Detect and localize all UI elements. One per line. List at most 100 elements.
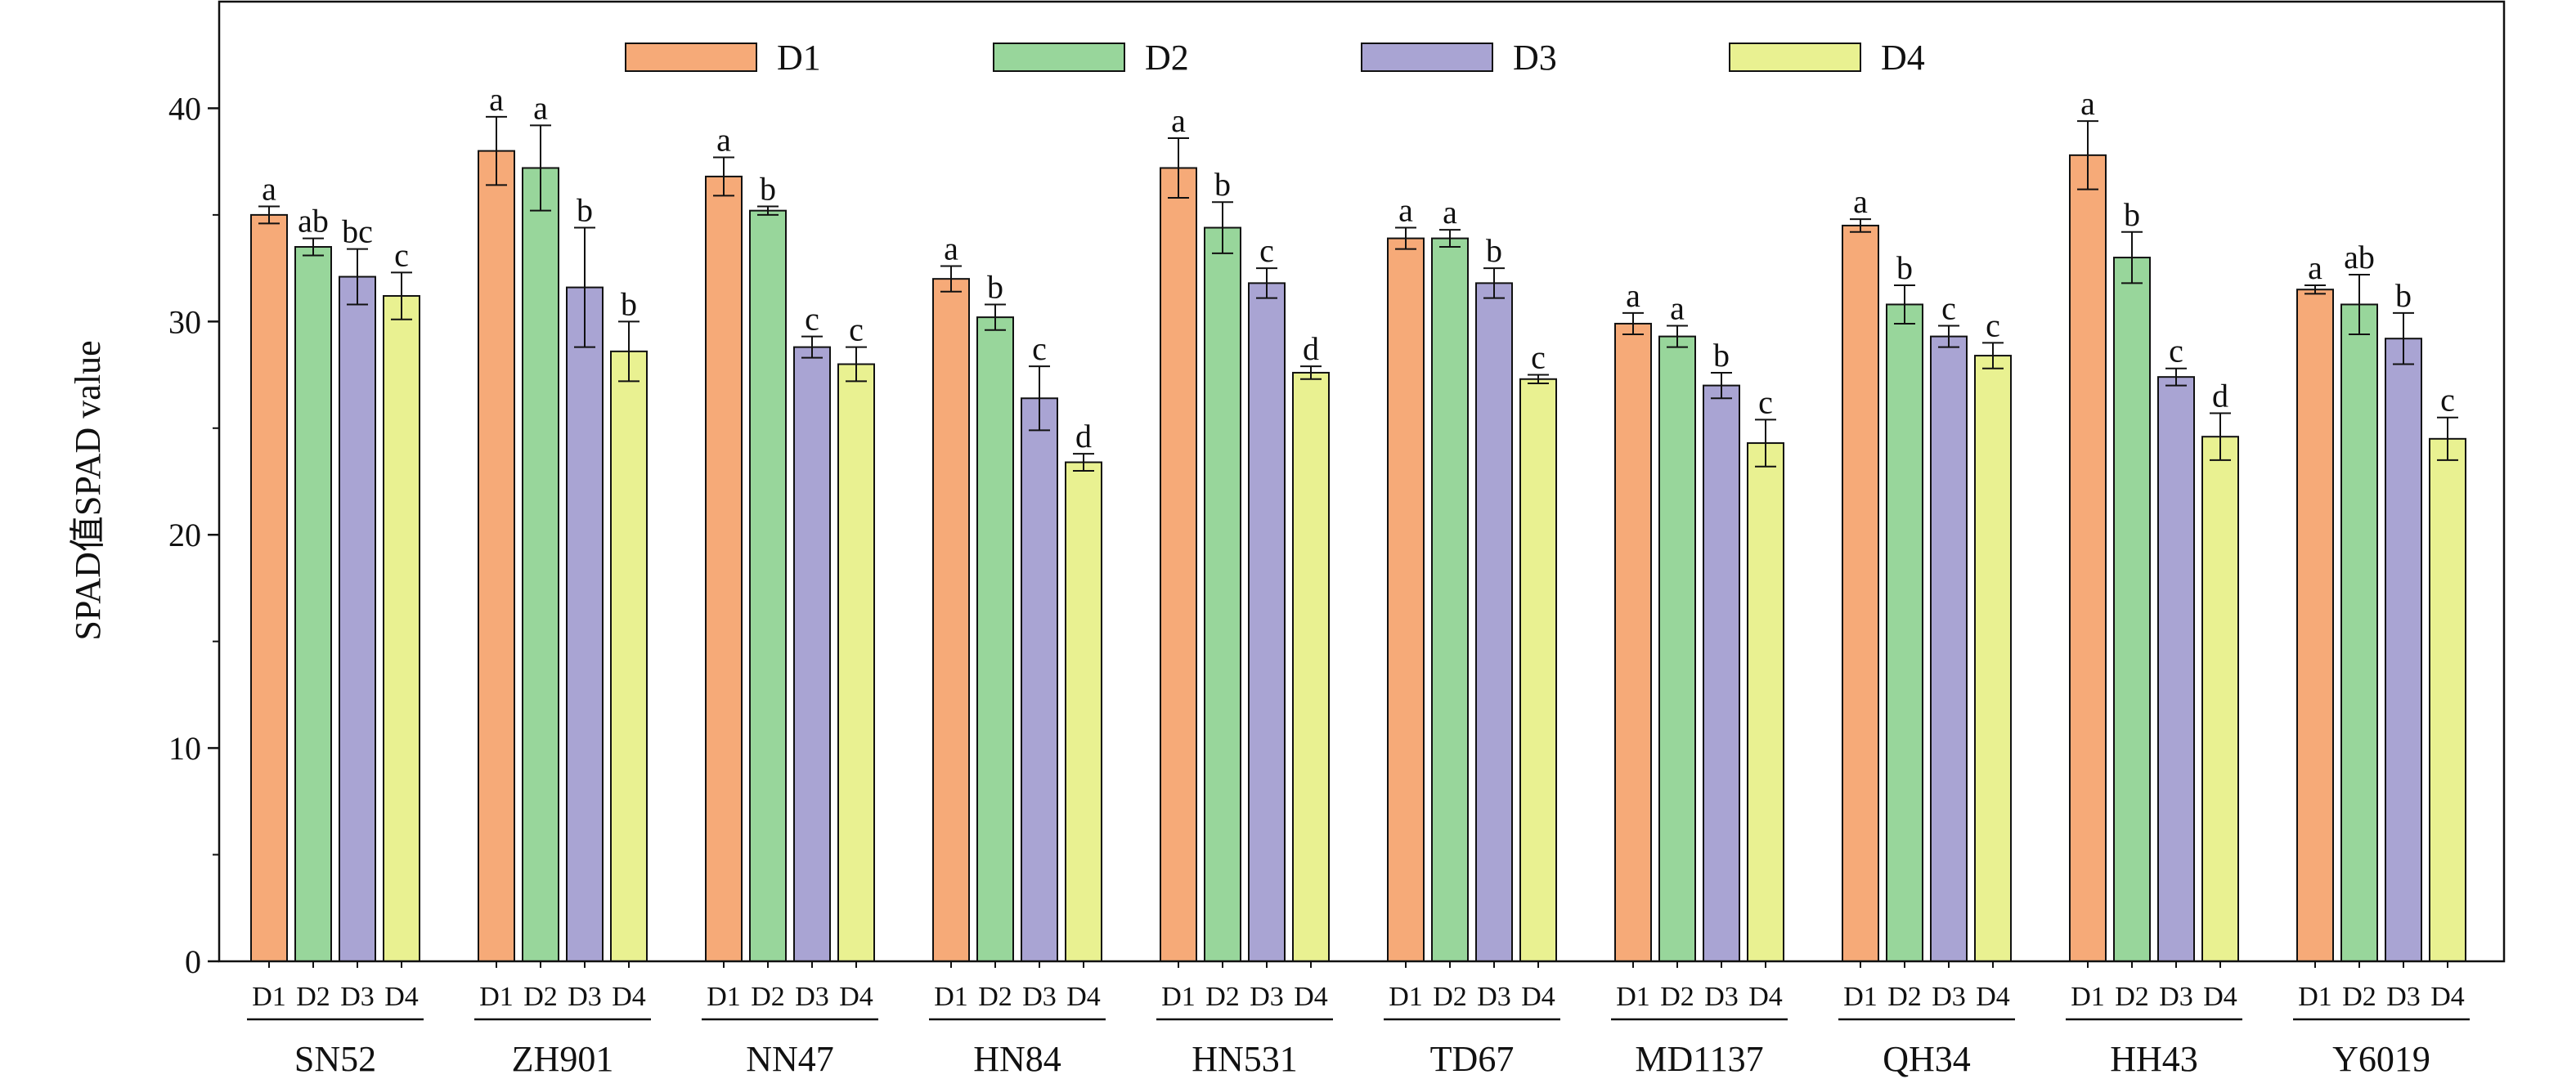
- bar-HN531-D1: [1160, 167, 1197, 962]
- bar-Y6019-D4: [2429, 437, 2466, 962]
- sig-letter-NN47-D2: b: [760, 170, 776, 207]
- bar-TD67-D3: [1475, 282, 1513, 962]
- sig-letter-HN531-D4: d: [1303, 330, 1319, 367]
- sub-tick-label-HN531-D4: D4: [1294, 982, 1328, 1012]
- sig-letter-SN52-D4: c: [394, 236, 409, 273]
- sig-letter-TD67-D2: a: [1443, 194, 1457, 231]
- sub-tick-label-QH34-D2: D2: [1887, 982, 1922, 1012]
- legend-label-D2: D2: [1145, 38, 1189, 78]
- bar-HN84-D3: [1021, 397, 1058, 962]
- sig-letter-NN47-D1: a: [716, 121, 731, 158]
- category-label-HN84: HN84: [973, 1039, 1061, 1079]
- sub-tick-label-HH43-D2: D2: [2115, 982, 2149, 1012]
- sub-tick-label-HH43-D3: D3: [2159, 982, 2193, 1012]
- sub-tick-label-Y6019-D1: D1: [2298, 982, 2332, 1012]
- sig-letter-TD67-D1: a: [1398, 192, 1413, 229]
- legend-swatch-D3: [1361, 43, 1493, 72]
- bar-NN47-D1: [705, 175, 743, 962]
- sub-tick-label-TD67-D2: D2: [1433, 982, 1467, 1012]
- sig-letter-SN52-D1: a: [262, 170, 276, 207]
- bar-ZH901-D4: [610, 350, 648, 962]
- sub-tick-label-HN531-D1: D1: [1161, 982, 1196, 1012]
- legend-label-D3: D3: [1513, 38, 1557, 78]
- sub-tick-label-NN47-D4: D4: [839, 982, 873, 1012]
- bar-ZH901-D2: [522, 167, 559, 962]
- sub-tick-label-ZH901-D4: D4: [612, 982, 646, 1012]
- bar-HH43-D3: [2157, 376, 2195, 963]
- bar-SN52-D4: [383, 295, 420, 962]
- bar-ZH901-D3: [566, 286, 604, 962]
- sub-tick-label-HN531-D2: D2: [1205, 982, 1240, 1012]
- bar-HN531-D3: [1248, 282, 1286, 962]
- category-label-Y6019: Y6019: [2332, 1039, 2430, 1079]
- sub-tick-label-HH43-D1: D1: [2071, 982, 2105, 1012]
- category-label-ZH901: ZH901: [512, 1039, 614, 1079]
- legend-swatch-D4: [1729, 43, 1861, 72]
- bar-HN531-D4: [1292, 371, 1330, 962]
- sub-tick-label-SN52-D4: D4: [384, 982, 419, 1012]
- bar-ZH901-D1: [478, 150, 515, 963]
- bar-HN531-D2: [1204, 226, 1241, 962]
- sig-letter-MD1137-D2: a: [1670, 290, 1685, 327]
- sub-tick-label-TD67-D4: D4: [1521, 982, 1555, 1012]
- sig-letter-Y6019-D2: ab: [2344, 239, 2375, 275]
- sub-tick-label-HN84-D3: D3: [1022, 982, 1057, 1012]
- sub-tick-label-NN47-D3: D3: [795, 982, 829, 1012]
- sig-letter-QH34-D4: c: [1986, 307, 2000, 343]
- sig-letter-Y6019-D1: a: [2308, 249, 2322, 286]
- category-label-SN52: SN52: [294, 1039, 376, 1079]
- sub-tick-label-TD67-D3: D3: [1477, 982, 1511, 1012]
- bar-HN84-D4: [1065, 461, 1102, 962]
- sig-letter-HN84-D1: a: [944, 231, 958, 267]
- sub-tick-label-Y6019-D2: D2: [2342, 982, 2376, 1012]
- sig-letter-HN84-D2: b: [987, 268, 1003, 305]
- legend-label-D4: D4: [1881, 38, 1925, 78]
- sig-letter-NN47-D3: c: [805, 301, 819, 338]
- sub-tick-label-ZH901-D2: D2: [523, 982, 558, 1012]
- sub-tick-label-HN84-D2: D2: [978, 982, 1012, 1012]
- legend-swatch-D2: [993, 43, 1125, 72]
- legend: D1 D2 D3 D4: [625, 38, 1925, 78]
- sig-letter-HN531-D2: b: [1214, 166, 1231, 203]
- legend-label-D1: D1: [777, 38, 821, 78]
- sig-letter-HN531-D3: c: [1259, 232, 1274, 269]
- category-label-HN531: HN531: [1192, 1039, 1298, 1079]
- sig-letter-HH43-D4: d: [2212, 378, 2228, 414]
- sub-tick-label-SN52-D2: D2: [296, 982, 330, 1012]
- bar-SN52-D2: [294, 246, 332, 962]
- sig-letter-NN47-D4: c: [849, 311, 864, 348]
- bar-QH34-D4: [1974, 355, 2012, 962]
- sig-letter-QH34-D1: a: [1853, 183, 1868, 220]
- sig-letter-SN52-D3: bc: [342, 213, 373, 250]
- sig-letter-HN84-D4: d: [1075, 418, 1092, 454]
- sig-letter-MD1137-D1: a: [1626, 277, 1640, 314]
- sub-tick-label-HN84-D1: D1: [934, 982, 968, 1012]
- bar-MD1137-D3: [1703, 384, 1740, 963]
- y-tick-label-20: 20: [168, 517, 201, 553]
- sub-tick-label-TD67-D1: D1: [1389, 982, 1423, 1012]
- sub-tick-label-ZH901-D1: D1: [479, 982, 514, 1012]
- sig-letter-MD1137-D4: c: [1758, 383, 1773, 420]
- bar-Y6019-D2: [2340, 303, 2378, 962]
- bar-HH43-D2: [2113, 257, 2151, 963]
- sig-letter-ZH901-D2: a: [533, 89, 548, 126]
- category-label-NN47: NN47: [746, 1039, 834, 1079]
- bar-SN52-D3: [339, 275, 376, 962]
- sig-letter-Y6019-D3: b: [2395, 277, 2412, 314]
- sig-letter-ZH901-D3: b: [577, 192, 593, 229]
- bar-MD1137-D1: [1614, 322, 1652, 963]
- sig-letter-HN84-D3: c: [1032, 330, 1047, 367]
- sub-tick-label-MD1137-D2: D2: [1660, 982, 1694, 1012]
- bar-QH34-D1: [1842, 224, 1879, 962]
- sig-letter-HH43-D1: a: [2080, 85, 2095, 122]
- y-tick-label-30: 30: [168, 303, 201, 340]
- bar-Y6019-D3: [2385, 338, 2422, 962]
- bar-MD1137-D2: [1658, 335, 1696, 962]
- bar-HH43-D1: [2069, 154, 2107, 962]
- sig-letter-TD67-D3: b: [1486, 232, 1502, 269]
- bar-HH43-D4: [2201, 436, 2239, 962]
- bar-QH34-D3: [1930, 335, 1968, 962]
- sub-tick-label-NN47-D1: D1: [707, 982, 741, 1012]
- bar-NN47-D2: [749, 209, 787, 963]
